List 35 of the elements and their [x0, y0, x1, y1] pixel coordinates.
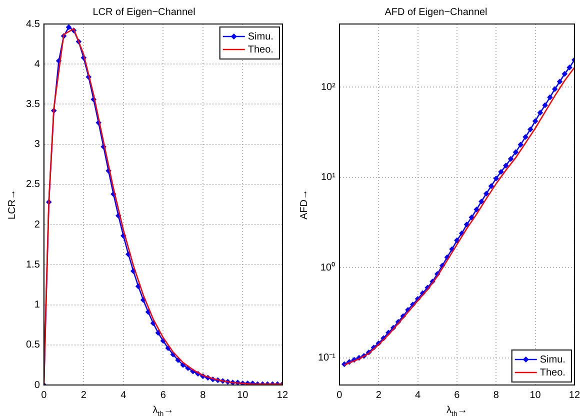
x-tick-label: 12 — [568, 390, 580, 401]
y-axis-title: LCR→ — [6, 189, 18, 220]
x-tick-label: 6 — [454, 390, 460, 401]
x-tick-label: 2 — [376, 390, 382, 401]
y-tick-label: 0.5 — [26, 340, 40, 351]
y-tick-label: 10² — [321, 82, 336, 93]
x-tick-label: 8 — [200, 390, 206, 401]
y-tick-label: 2.5 — [26, 179, 40, 190]
y-tick-label: 10⁻¹ — [318, 352, 336, 364]
x-tick-label: 2 — [80, 390, 87, 401]
x-tick-label: 4 — [415, 390, 421, 401]
y-tick-label: 10¹ — [321, 172, 336, 184]
y-tick-label: 2 — [34, 219, 40, 230]
x-tick-label: 10 — [530, 390, 542, 401]
legend-label: Theo. — [248, 44, 274, 56]
x-tick-label: 6 — [160, 390, 166, 401]
y-tick-label: 3 — [34, 139, 40, 150]
x-tick-label: 10 — [237, 390, 249, 401]
legend-label: Simu. — [540, 354, 566, 366]
y-tick-label: 1.5 — [26, 259, 40, 270]
x-tick-label: 12 — [276, 390, 288, 401]
y-tick-label: 3.5 — [26, 98, 40, 110]
legend-label: Simu. — [248, 31, 274, 42]
y-tick-label: 10⁰ — [320, 261, 336, 274]
legend-label: Theo. — [540, 367, 566, 378]
chart-title: LCR of Eigen−Channel — [92, 6, 196, 18]
x-tick-label: 4 — [120, 390, 127, 401]
x-tick-label: 8 — [493, 390, 500, 401]
chart-title: AFD of Eigen−Channel — [384, 6, 488, 18]
y-tick-label: 4.5 — [26, 18, 40, 30]
y-axis-title: AFD→ — [298, 190, 310, 220]
y-tick-label: 1 — [34, 300, 40, 311]
x-tick-label: 0 — [41, 390, 48, 401]
y-tick-label: 0 — [34, 380, 40, 391]
y-tick-label: 4 — [34, 58, 40, 70]
